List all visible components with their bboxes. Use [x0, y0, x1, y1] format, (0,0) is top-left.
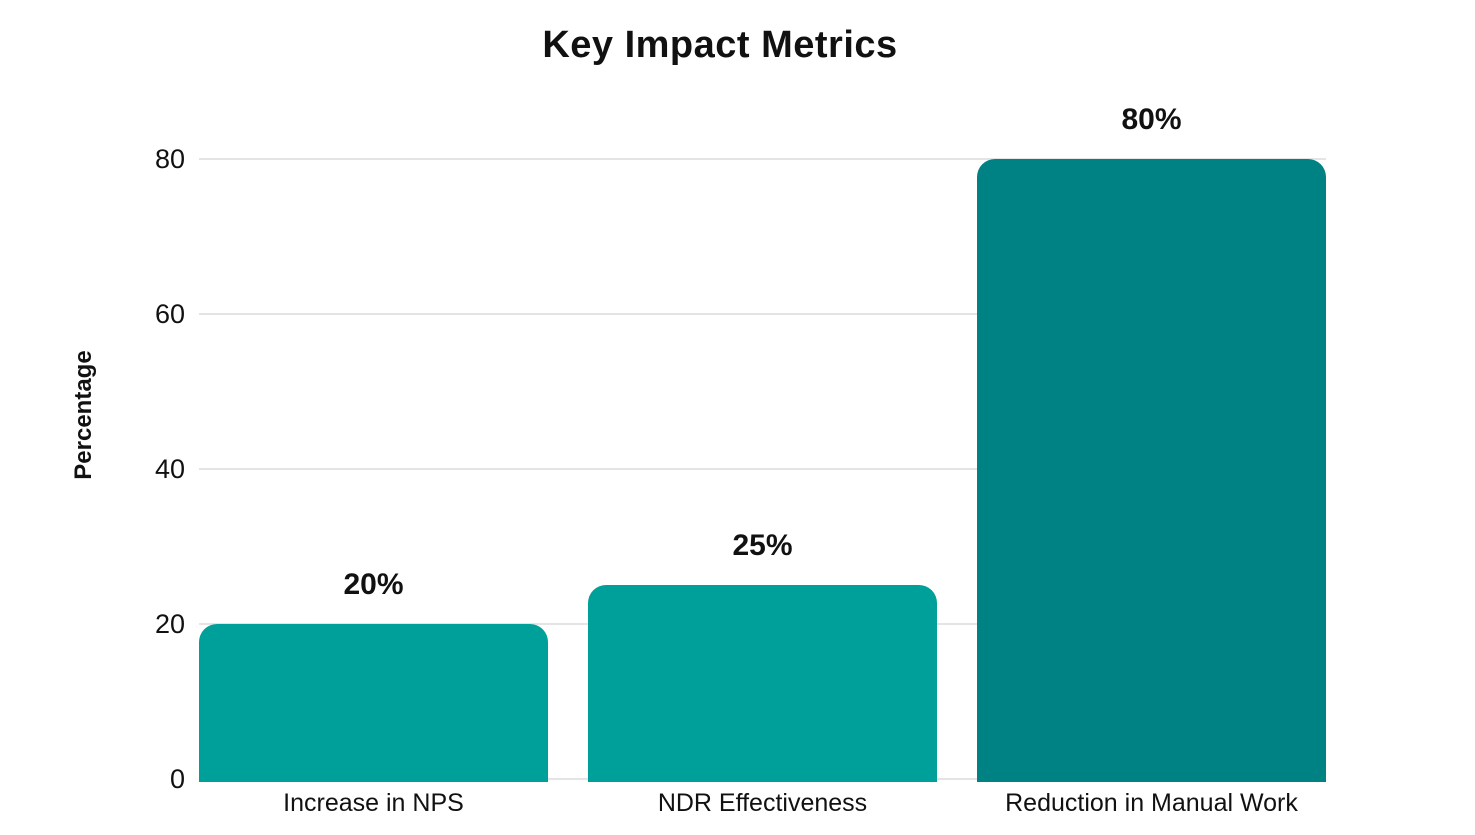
bar-2 — [977, 159, 1326, 782]
value-label-1: 25% — [732, 529, 793, 562]
chart-title: Key Impact Metrics — [542, 24, 898, 66]
y-tick-label-80: 80 — [154, 144, 185, 174]
gridline-y-60 — [199, 313, 1326, 315]
y-tick-label-0: 0 — [169, 764, 185, 794]
plot-area: 0 20 40 60 80 20% Increase in NPS 25% NDR Effect… — [155, 0, 1326, 835]
gridline-y-40 — [199, 468, 1326, 470]
y-tick-label-60: 60 — [154, 299, 185, 329]
category-label-1: NDR Effectiveness — [657, 789, 868, 817]
category-label-0: Increase in NPS — [283, 789, 464, 817]
y-tick-label-20: 20 — [154, 609, 185, 639]
gridline-y-80 — [199, 158, 1326, 160]
bar-0 — [199, 624, 548, 782]
value-label-2: 80% — [1121, 103, 1182, 136]
category-label-2: Reduction in Manual Work — [1005, 789, 1298, 817]
y-tick-label-40: 40 — [154, 454, 185, 484]
value-label-0: 20% — [343, 568, 404, 601]
bar-1 — [588, 585, 937, 782]
y-axis-label: Percentage — [70, 350, 97, 480]
